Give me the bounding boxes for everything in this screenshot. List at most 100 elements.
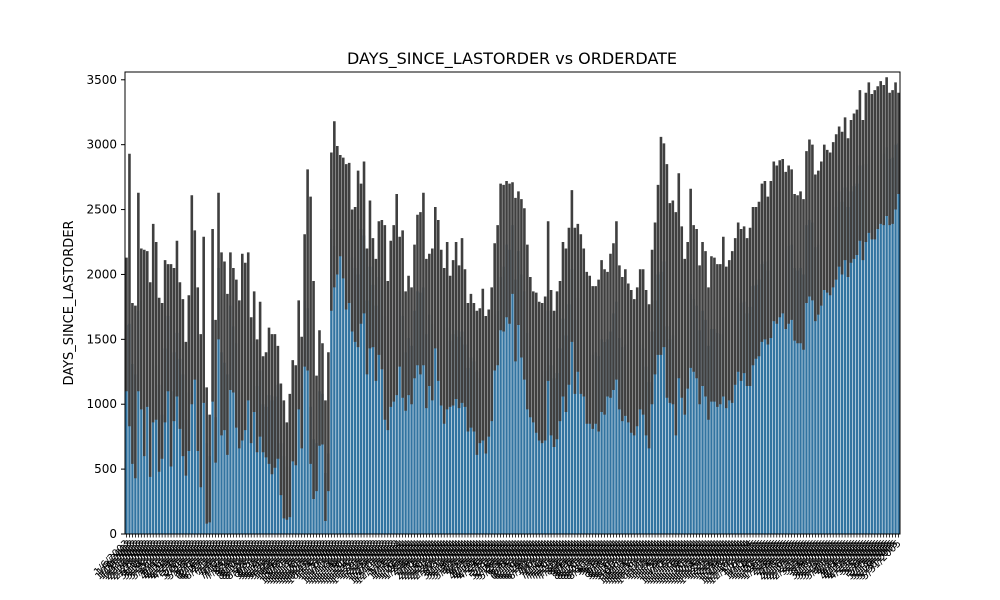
bar	[787, 245, 790, 534]
bar	[725, 338, 728, 534]
bar	[834, 206, 838, 534]
bar	[627, 356, 630, 534]
bar	[805, 225, 808, 534]
bar	[736, 297, 740, 534]
bar	[514, 279, 517, 534]
bar	[644, 366, 648, 534]
bar	[440, 339, 443, 534]
bar	[638, 344, 642, 534]
bar	[772, 240, 775, 534]
bar	[650, 331, 654, 534]
bar	[606, 339, 609, 534]
y-axis-label: DAYS_SINCE_LASTORDER	[62, 220, 77, 385]
bar	[766, 270, 770, 534]
bar	[502, 266, 505, 534]
bar	[891, 157, 894, 534]
y-tick-label: 3500	[86, 73, 117, 87]
bar	[410, 345, 413, 534]
bar	[594, 352, 597, 534]
bar	[745, 313, 749, 534]
bar	[861, 190, 865, 534]
bar	[535, 363, 538, 534]
bar	[428, 314, 431, 534]
bar	[333, 245, 336, 534]
bar	[879, 151, 882, 534]
bar	[713, 328, 716, 534]
bar	[579, 314, 582, 534]
bar	[255, 386, 259, 534]
bar	[261, 404, 265, 534]
bar	[799, 267, 802, 534]
y-axis: 0 500 1000 1500 2000 2500 3000 3500	[86, 73, 125, 541]
bar	[837, 191, 841, 534]
bar	[152, 380, 155, 534]
bar	[832, 214, 835, 534]
bar	[469, 357, 473, 534]
bar	[128, 323, 131, 534]
bar	[389, 326, 392, 534]
plot-frame	[124, 71, 901, 535]
bar	[564, 335, 568, 534]
bar	[876, 157, 879, 534]
bar	[264, 406, 268, 534]
bar	[481, 370, 484, 534]
bar	[380, 290, 384, 534]
bar	[386, 336, 389, 534]
bar	[309, 406, 312, 534]
bar	[184, 419, 188, 534]
bar	[371, 284, 375, 534]
bar	[401, 315, 404, 534]
bar	[202, 313, 205, 534]
bar	[683, 343, 686, 534]
bar	[704, 319, 707, 534]
bar	[894, 144, 897, 535]
bar	[478, 378, 482, 534]
bar	[867, 156, 871, 534]
bar	[413, 310, 416, 534]
bar	[734, 310, 737, 534]
bar	[466, 367, 470, 534]
bar	[585, 351, 588, 534]
bar	[754, 284, 758, 534]
bar	[526, 332, 529, 534]
bar	[232, 326, 235, 534]
bar	[820, 232, 823, 535]
bar	[546, 310, 550, 534]
bar	[873, 165, 876, 534]
bar	[443, 352, 446, 534]
bar	[888, 158, 891, 534]
y-tick-label: 1500	[86, 332, 117, 346]
bar	[612, 313, 615, 534]
bar	[419, 292, 422, 534]
bar	[707, 345, 710, 534]
bar	[674, 374, 678, 534]
bar	[460, 331, 464, 534]
bar	[303, 300, 306, 534]
bar	[802, 274, 805, 534]
bar	[425, 334, 428, 534]
bar	[659, 271, 663, 534]
bar	[858, 165, 862, 534]
bar	[603, 341, 606, 534]
bar	[621, 347, 624, 534]
bar	[543, 370, 547, 534]
bar	[552, 378, 556, 534]
bar	[748, 306, 752, 534]
bar	[374, 305, 378, 534]
bar	[686, 310, 689, 534]
bar	[808, 219, 811, 534]
bar	[350, 257, 354, 534]
bar	[647, 382, 651, 534]
bar	[555, 373, 559, 534]
bar	[276, 384, 280, 534]
y-tick-label: 2000	[86, 267, 117, 281]
bar	[633, 369, 636, 534]
bar	[193, 306, 196, 534]
bar	[496, 310, 499, 534]
bar	[356, 274, 360, 534]
bar	[434, 277, 437, 534]
y-tick-label: 2500	[86, 203, 117, 217]
bar	[223, 362, 226, 534]
y-tick-label: 1000	[86, 397, 117, 411]
